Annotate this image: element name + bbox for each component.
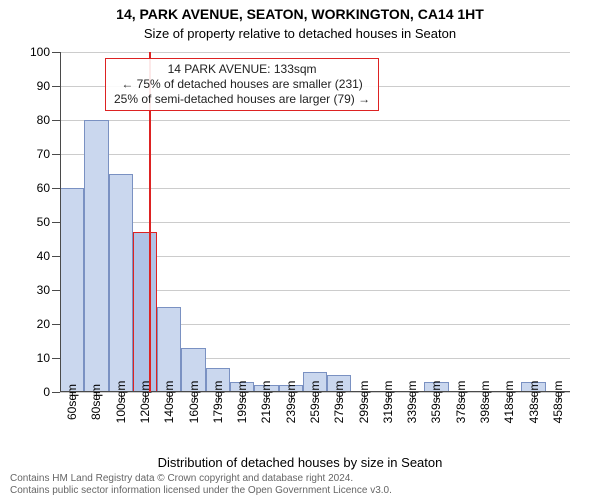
x-tick-label: 160sqm: [187, 381, 201, 424]
y-tick-label: 50: [37, 215, 50, 229]
y-tick-label: 0: [43, 385, 50, 399]
y-tick: [52, 358, 60, 359]
caption-line-1: Contains HM Land Registry data © Crown c…: [10, 473, 353, 484]
x-tick-label: 418sqm: [502, 381, 516, 424]
y-tick-label: 90: [37, 79, 50, 93]
callout-line-1: 14 PARK AVENUE: 133sqm: [114, 62, 370, 77]
histogram-bar: [109, 174, 133, 392]
y-tick: [52, 154, 60, 155]
callout-line-3: 25% of semi-detached houses are larger (…: [114, 92, 370, 107]
chart-page: 14, PARK AVENUE, SEATON, WORKINGTON, CA1…: [0, 0, 600, 500]
histogram-bar: [84, 120, 108, 392]
y-tick-label: 100: [30, 45, 50, 59]
y-tick: [52, 86, 60, 87]
x-tick-label: 279sqm: [332, 381, 346, 424]
grid-line: [60, 188, 570, 189]
grid-line: [60, 154, 570, 155]
y-axis-line: [60, 52, 61, 392]
histogram-bar: [133, 232, 157, 392]
y-tick: [52, 52, 60, 53]
y-tick: [52, 392, 60, 393]
x-axis-label: Distribution of detached houses by size …: [0, 455, 600, 470]
y-tick-label: 60: [37, 181, 50, 195]
caption: Contains HM Land Registry data © Crown c…: [10, 473, 590, 496]
x-tick-label: 458sqm: [551, 381, 565, 424]
y-tick-label: 30: [37, 283, 50, 297]
x-tick-label: 438sqm: [527, 381, 541, 424]
x-tick-label: 219sqm: [259, 381, 273, 424]
plot-area: 010203040506070809010060sqm80sqm100sqm12…: [60, 52, 570, 392]
x-tick-label: 398sqm: [478, 381, 492, 424]
x-axis-line: [60, 391, 570, 392]
grid-line: [60, 120, 570, 121]
y-tick: [52, 120, 60, 121]
x-tick-label: 179sqm: [211, 381, 225, 424]
x-tick-label: 319sqm: [381, 381, 395, 424]
x-tick-label: 259sqm: [308, 381, 322, 424]
grid-line: [60, 52, 570, 53]
histogram-bar: [60, 188, 84, 392]
caption-line-2: Contains public sector information licen…: [10, 485, 392, 496]
y-tick: [52, 256, 60, 257]
chart-title: 14, PARK AVENUE, SEATON, WORKINGTON, CA1…: [0, 6, 600, 22]
x-tick-label: 199sqm: [235, 381, 249, 424]
chart-subtitle: Size of property relative to detached ho…: [0, 26, 600, 41]
y-tick: [52, 324, 60, 325]
x-tick-label: 140sqm: [162, 381, 176, 424]
y-tick-label: 40: [37, 249, 50, 263]
callout-box: 14 PARK AVENUE: 133sqm ← 75% of detached…: [105, 58, 379, 111]
x-tick-label: 378sqm: [454, 381, 468, 424]
y-tick-label: 10: [37, 351, 50, 365]
x-tick-label: 80sqm: [89, 384, 103, 420]
grid-line: [60, 222, 570, 223]
x-tick-label: 359sqm: [429, 381, 443, 424]
callout-line-2: ← 75% of detached houses are smaller (23…: [114, 77, 370, 92]
x-tick-label: 100sqm: [114, 381, 128, 424]
x-tick-label: 60sqm: [65, 384, 79, 420]
y-tick-label: 80: [37, 113, 50, 127]
y-tick: [52, 290, 60, 291]
x-tick-label: 239sqm: [284, 381, 298, 424]
y-tick-label: 70: [37, 147, 50, 161]
y-tick: [52, 188, 60, 189]
y-tick: [52, 222, 60, 223]
x-tick-label: 299sqm: [357, 381, 371, 424]
y-tick-label: 20: [37, 317, 50, 331]
histogram-bar: [157, 307, 181, 392]
x-tick-label: 339sqm: [405, 381, 419, 424]
